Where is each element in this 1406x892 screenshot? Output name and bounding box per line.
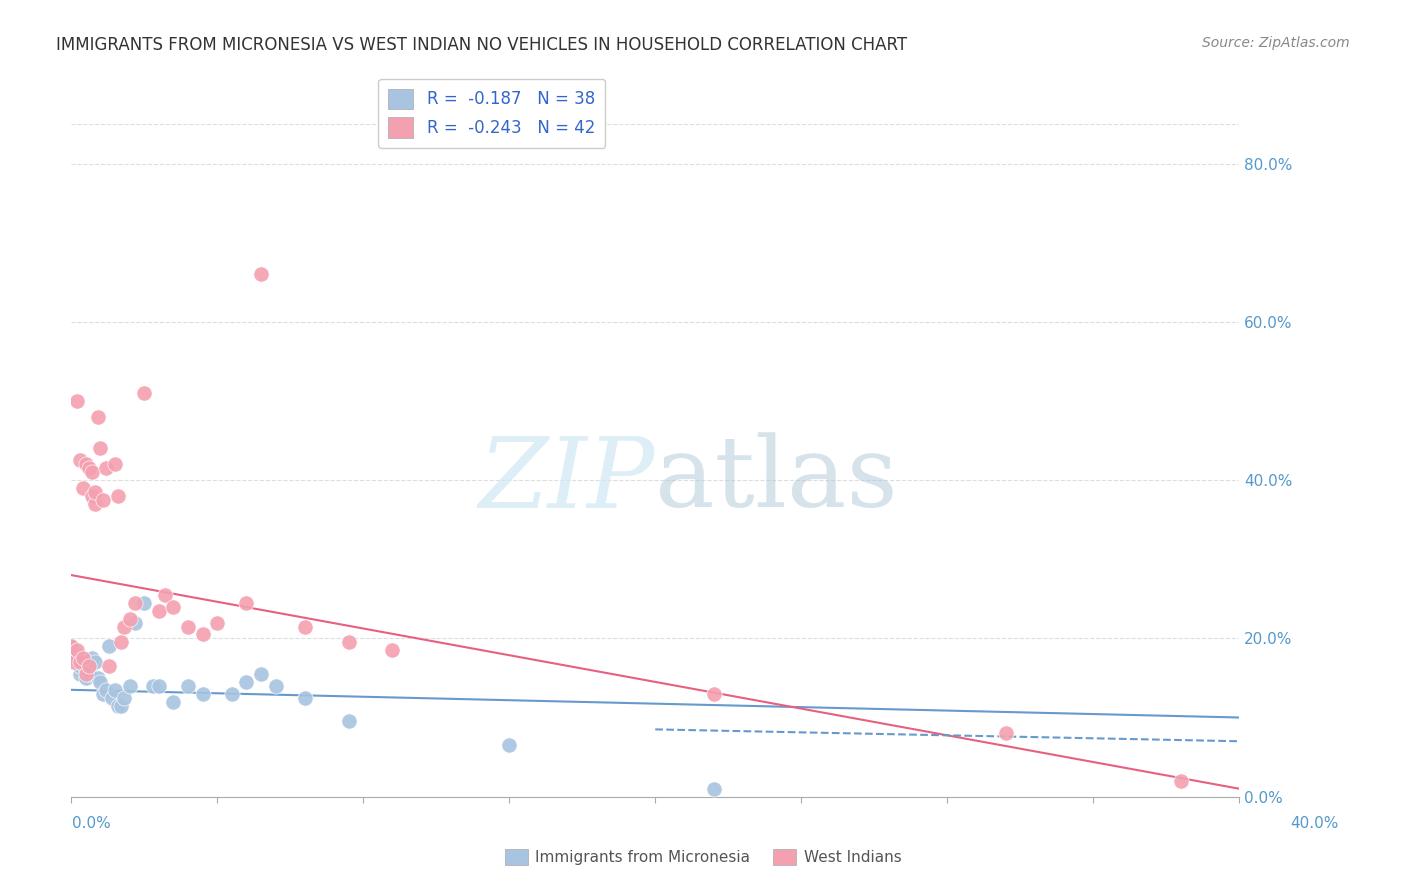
Point: [994, 726, 1017, 740]
Point: [77, 659, 100, 673]
Point: [107, 489, 129, 503]
Point: [86, 671, 108, 685]
Point: [80, 651, 103, 665]
Point: [264, 679, 287, 693]
Point: [69, 659, 91, 673]
Point: [75, 663, 97, 677]
Point: [235, 596, 257, 610]
Point: [134, 386, 156, 401]
Point: [98, 640, 121, 654]
Point: [69, 655, 91, 669]
Text: IMMIGRANTS FROM MICRONESIA VS WEST INDIAN NO VEHICLES IN HOUSEHOLD CORRELATION C: IMMIGRANTS FROM MICRONESIA VS WEST INDIA…: [56, 36, 907, 54]
Point: [142, 679, 165, 693]
Text: atlas: atlas: [655, 433, 898, 528]
Point: [177, 679, 200, 693]
Point: [703, 687, 725, 701]
Point: [93, 687, 115, 701]
Legend: R =  -0.187   N = 38, R =  -0.243   N = 42: R = -0.187 N = 38, R = -0.243 N = 42: [378, 78, 605, 147]
Point: [80, 465, 103, 479]
Point: [89, 442, 111, 456]
Point: [162, 695, 184, 709]
Point: [75, 667, 97, 681]
Point: [63, 651, 86, 665]
Point: [148, 679, 170, 693]
Point: [124, 596, 146, 610]
Point: [96, 682, 118, 697]
Point: [235, 674, 257, 689]
Point: [294, 619, 316, 633]
Point: [75, 458, 97, 472]
Point: [703, 781, 725, 796]
Text: ZIP: ZIP: [479, 433, 655, 528]
Text: 40.0%: 40.0%: [1291, 816, 1339, 830]
Legend: Immigrants from Micronesia, West Indians: Immigrants from Micronesia, West Indians: [499, 843, 907, 871]
Point: [83, 497, 105, 511]
Point: [104, 682, 127, 697]
Point: [191, 687, 214, 701]
Point: [148, 604, 170, 618]
Point: [89, 674, 111, 689]
Point: [498, 738, 520, 752]
Point: [66, 394, 89, 409]
Point: [72, 481, 94, 495]
Point: [60, 640, 83, 654]
Point: [107, 698, 129, 713]
Point: [250, 268, 273, 282]
Point: [112, 690, 135, 705]
Point: [101, 690, 124, 705]
Point: [69, 667, 91, 681]
Point: [250, 667, 273, 681]
Point: [86, 409, 108, 424]
Point: [381, 643, 404, 657]
Point: [191, 627, 214, 641]
Point: [110, 635, 132, 649]
Point: [66, 643, 89, 657]
Point: [110, 698, 132, 713]
Point: [80, 489, 103, 503]
Point: [177, 619, 200, 633]
Point: [77, 461, 100, 475]
Point: [75, 671, 97, 685]
Point: [72, 655, 94, 669]
Point: [337, 714, 360, 729]
Point: [118, 612, 141, 626]
Point: [118, 679, 141, 693]
Point: [93, 492, 115, 507]
Point: [98, 659, 121, 673]
Point: [337, 635, 360, 649]
Point: [72, 651, 94, 665]
Point: [207, 615, 229, 630]
Point: [104, 458, 127, 472]
Text: Source: ZipAtlas.com: Source: ZipAtlas.com: [1202, 36, 1350, 50]
Point: [96, 461, 118, 475]
Point: [83, 485, 105, 500]
Text: 0.0%: 0.0%: [72, 816, 111, 830]
Point: [134, 596, 156, 610]
Point: [162, 599, 184, 614]
Point: [77, 663, 100, 677]
Point: [69, 453, 91, 467]
Point: [294, 690, 316, 705]
Point: [63, 655, 86, 669]
Point: [77, 667, 100, 681]
Point: [124, 615, 146, 630]
Point: [60, 640, 83, 654]
Point: [83, 655, 105, 669]
Point: [1170, 773, 1192, 788]
Point: [66, 647, 89, 661]
Point: [112, 619, 135, 633]
Point: [153, 588, 176, 602]
Point: [221, 687, 243, 701]
